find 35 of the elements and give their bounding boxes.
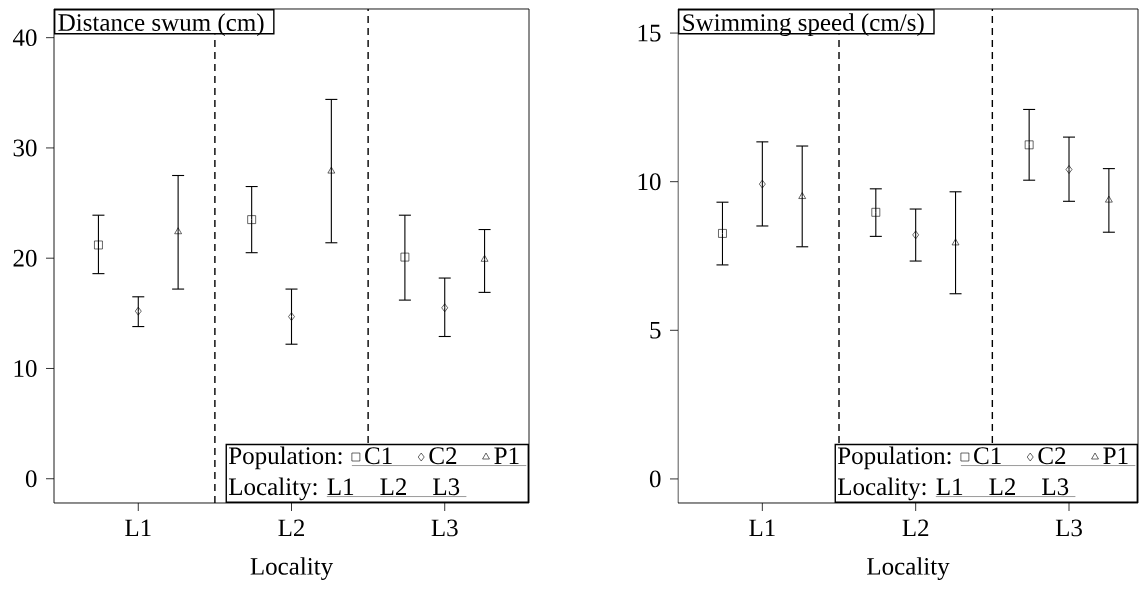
annotation: Locality: — [228, 477, 317, 501]
y-tick-label: 30 — [13, 139, 37, 157]
y-tick-label: 0 — [25, 470, 37, 488]
legend-label: P1 — [1103, 447, 1128, 464]
y-tick-label: 40 — [12, 29, 37, 47]
y-tick-label: 15 — [638, 24, 661, 42]
category-label: L2 — [380, 478, 406, 495]
category-label: L2 — [989, 478, 1016, 495]
legend-label: C2 — [1038, 447, 1066, 465]
legend-label: C1 — [365, 447, 392, 465]
x-tick-label: L1 — [749, 519, 775, 537]
y-tick-label: 5 — [650, 322, 661, 339]
chart-title: Distance swum (cm) — [58, 13, 264, 37]
y-tick-label: 20 — [13, 249, 37, 267]
x-tick-label: L2 — [278, 519, 305, 537]
category-label: L3 — [1042, 478, 1069, 496]
legend-label: C2 — [429, 447, 457, 465]
x-tick-label: L1 — [125, 519, 151, 537]
chart-title: Swimming speed (cm/s) — [683, 13, 924, 37]
y-tick-label: 10 — [14, 360, 37, 377]
y-tick-label: 10 — [638, 173, 661, 191]
legend-label: P1 — [494, 447, 519, 464]
y-tick-label: 0 — [649, 470, 661, 488]
x-tick-label: L3 — [431, 519, 458, 537]
annotation: Population: — [837, 446, 951, 470]
category-label: L3 — [433, 478, 460, 496]
category-label: L1 — [936, 478, 963, 495]
legend-label: C1 — [974, 447, 1001, 465]
annotation: Population: — [228, 446, 342, 470]
x-tick-label: L2 — [902, 519, 929, 537]
x-tick-label: L3 — [1055, 519, 1082, 537]
x-axis-title: Locality — [250, 557, 334, 580]
x-axis-title: Locality — [867, 557, 950, 580]
annotation: Locality: — [837, 477, 926, 501]
category-label: L1 — [327, 478, 354, 495]
